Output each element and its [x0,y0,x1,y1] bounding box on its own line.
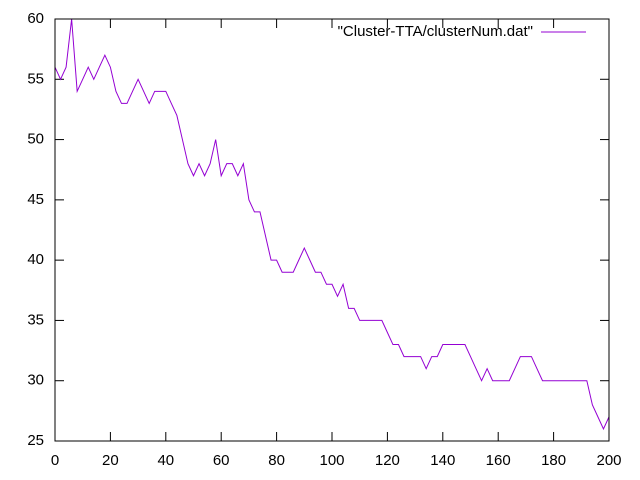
y-tick-label: 25 [27,432,44,449]
x-tick-label: 140 [430,452,455,469]
x-tick-label: 120 [375,452,400,469]
x-tick-label: 80 [268,452,285,469]
y-tick-label: 30 [27,372,44,389]
plot-frame [54,18,610,442]
data-line [54,18,610,431]
y-tick-label: 45 [27,191,44,208]
x-tick-label: 100 [319,452,344,469]
y-tick-label: 50 [27,131,44,148]
x-tick-label: 0 [51,452,59,469]
legend-label: "Cluster-TTA/clusterNum.dat" [338,23,533,40]
y-tick-label: 40 [27,251,44,268]
y-tick-label: 60 [27,10,44,27]
x-tick-label: 180 [541,452,566,469]
y-tick-label: 35 [27,311,44,328]
x-tick-label: 160 [486,452,511,469]
y-tick-label: 55 [27,70,44,87]
x-tick-label: 200 [596,452,621,469]
x-tick-label: 20 [102,452,119,469]
x-tick-label: 60 [213,452,230,469]
x-tick-label: 40 [157,452,174,469]
